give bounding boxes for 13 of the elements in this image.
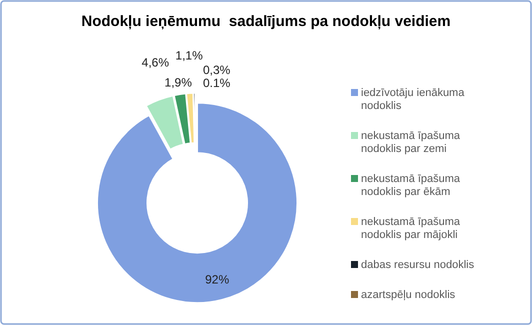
legend-label: iedzīvotāju ienākuma nodoklis — [361, 87, 466, 112]
data-label: 0.1% — [203, 76, 231, 90]
legend-label: nekustamā īpašuma nodoklis par mājokli — [361, 216, 461, 241]
legend-label: dabas resursu nodoklis — [361, 259, 475, 271]
data-label: 0,3% — [203, 63, 231, 78]
legend-label: nekustamā īpašuma nodoklis par ēkām — [361, 173, 461, 198]
data-label: 4,6% — [142, 56, 170, 70]
data-label: 1,9% — [164, 76, 192, 90]
legend-label: azartspēļu nodoklis — [361, 289, 456, 301]
legend-label: nekustamā īpašuma nodoklis par zemi — [361, 130, 461, 155]
chart-title: Nodokļu ieņēmumu sadalījums pa nodokļu veidiem — [81, 13, 451, 30]
data-label: 1,1% — [175, 48, 204, 62]
data-label: 92% — [205, 272, 230, 286]
